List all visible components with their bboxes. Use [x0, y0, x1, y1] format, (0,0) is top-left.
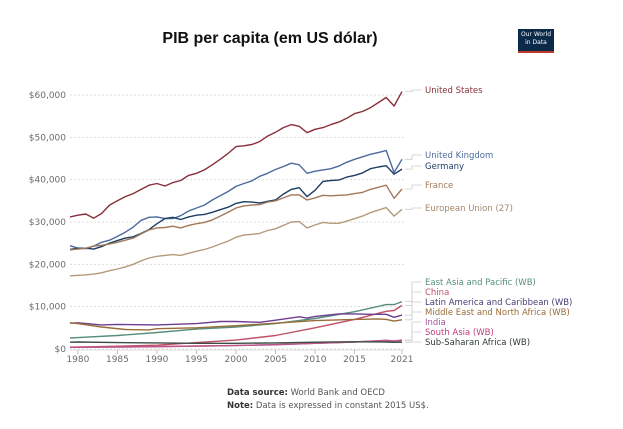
series-label[interactable]: France	[425, 181, 453, 191]
y-axis-ticks: $0 $10,000 $20,000 $30,000 $40,000 $50,000 $60…	[29, 91, 66, 355]
owid-logo[interactable]: Our World in Data	[518, 29, 554, 53]
series-line-france[interactable]	[69, 184, 403, 251]
label-connectors	[405, 89, 422, 343]
series-label[interactable]: China	[425, 288, 449, 298]
y-tick-label: $60,000	[29, 91, 66, 101]
note-text: Data is expressed in constant 2015 US$.	[255, 401, 429, 411]
label-connector	[405, 165, 422, 170]
series-line-germany[interactable]	[69, 165, 403, 251]
series-label[interactable]: South Asia (WB)	[425, 328, 494, 338]
x-tick-label: 1985	[106, 355, 129, 365]
label-connector	[405, 89, 422, 92]
series-label[interactable]: United States	[425, 86, 483, 96]
series-line-united-kingdom[interactable]	[69, 149, 403, 250]
label-connector	[405, 311, 422, 321]
series-label[interactable]: Sub-Saharan Africa (WB)	[425, 338, 530, 348]
series-label[interactable]: Germany	[425, 162, 464, 172]
gridlines	[70, 94, 406, 350]
x-tick-label: 1980	[66, 355, 89, 365]
series-label[interactable]: India	[425, 318, 446, 328]
y-tick-label: $40,000	[29, 176, 66, 186]
series-line-east-asia-and-pacific-wb[interactable]	[69, 300, 403, 339]
x-tick-label: 2000	[225, 355, 248, 365]
series-line-latin-america-and-caribbean-wb[interactable]	[69, 313, 403, 326]
y-tick-label: $20,000	[29, 260, 66, 270]
series-label[interactable]: United Kingdom	[425, 151, 493, 161]
series-line-south-asia-wb[interactable]	[69, 339, 403, 348]
series-label[interactable]: European Union (27)	[425, 204, 513, 214]
label-connector	[405, 207, 422, 210]
label-connector	[405, 301, 422, 316]
label-connector	[405, 184, 422, 190]
series-label[interactable]: Middle East and North Africa (WB)	[425, 308, 570, 318]
series-line-european-union-27[interactable]	[69, 206, 403, 277]
data-source-text: World Bank and OECD	[290, 388, 385, 398]
label-connector	[405, 154, 422, 160]
y-tick-label: $0	[55, 345, 67, 355]
label-connector	[405, 331, 422, 341]
y-tick-label: $10,000	[29, 303, 66, 313]
label-connector	[405, 321, 422, 341]
x-tick-label: 1990	[145, 355, 168, 365]
y-tick-label: $50,000	[29, 133, 66, 143]
label-connector	[405, 291, 422, 306]
x-tick-label: 2010	[304, 355, 327, 365]
series-line-middle-east-and-north-africa-wb[interactable]	[69, 318, 403, 331]
series-lines	[69, 91, 403, 348]
series-line-sub-saharan-africa-wb[interactable]	[69, 341, 403, 344]
data-source-label: Data source:	[227, 388, 288, 398]
note-line: Note: Data is expressed in constant 2015…	[227, 400, 429, 413]
source-note: Data source: World Bank and OECD Note: D…	[227, 387, 429, 413]
x-tick-label: 1995	[185, 355, 208, 365]
logo-line-2: in Data	[525, 39, 547, 46]
data-source-line: Data source: World Bank and OECD	[227, 387, 429, 400]
x-tick-label: 2005	[264, 355, 287, 365]
chart-title: PIB per capita (em US dólar)	[162, 30, 378, 47]
x-tick-label: 2021	[391, 355, 414, 365]
series-label[interactable]: East Asia and Pacific (WB)	[425, 278, 536, 288]
logo-line-1: Our World	[520, 31, 552, 38]
y-tick-label: $30,000	[29, 218, 66, 228]
x-axis-ticks: 1980 1985 1990 1995 2000 2005 2010 2015 2021	[66, 349, 414, 365]
note-label: Note:	[227, 401, 254, 411]
x-tick-label: 2015	[343, 355, 366, 365]
series-label[interactable]: Latin America and Caribbean (WB)	[425, 298, 572, 308]
series-line-united-states[interactable]	[69, 91, 403, 219]
